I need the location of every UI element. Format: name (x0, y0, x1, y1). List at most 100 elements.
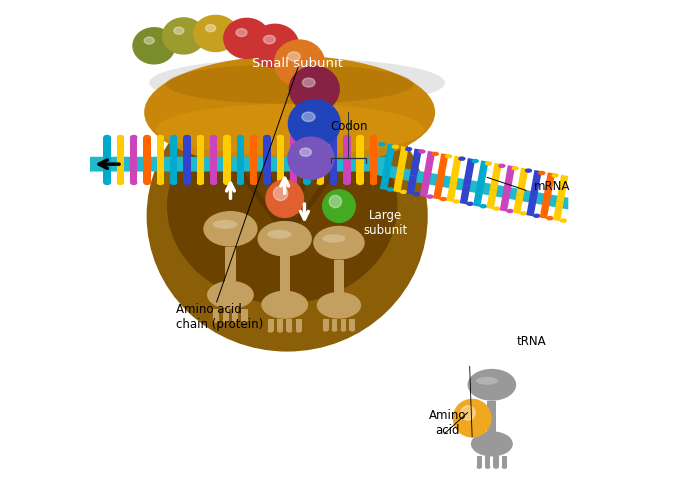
Ellipse shape (357, 135, 364, 139)
Bar (500, 192, 510, 212)
Ellipse shape (166, 64, 413, 104)
Bar (130, 137, 137, 164)
Ellipse shape (197, 135, 204, 139)
Bar (450, 156, 462, 184)
Bar (485, 456, 491, 467)
Bar (183, 164, 190, 183)
Ellipse shape (538, 171, 546, 175)
Bar (170, 164, 178, 183)
Ellipse shape (147, 80, 428, 352)
Bar (290, 137, 297, 164)
Bar (183, 137, 190, 164)
Ellipse shape (223, 18, 271, 59)
Ellipse shape (237, 181, 244, 185)
Bar (343, 137, 351, 164)
Bar (543, 173, 555, 200)
Ellipse shape (144, 37, 154, 44)
Bar (304, 137, 311, 164)
Bar (250, 137, 257, 164)
Ellipse shape (287, 99, 341, 148)
Ellipse shape (316, 181, 324, 185)
Bar (396, 146, 409, 174)
Bar (334, 259, 344, 297)
Bar (530, 170, 542, 198)
Ellipse shape (400, 189, 407, 194)
Ellipse shape (369, 135, 377, 139)
Ellipse shape (405, 147, 413, 151)
Ellipse shape (236, 29, 247, 37)
Ellipse shape (332, 328, 337, 332)
Bar (343, 164, 351, 183)
Ellipse shape (130, 135, 137, 139)
Ellipse shape (427, 194, 434, 199)
Bar (420, 178, 431, 197)
Ellipse shape (323, 328, 328, 332)
Bar (295, 319, 302, 330)
Ellipse shape (104, 135, 111, 139)
Ellipse shape (330, 135, 337, 139)
Ellipse shape (174, 27, 184, 34)
Ellipse shape (250, 135, 257, 139)
Ellipse shape (369, 181, 377, 185)
Ellipse shape (520, 211, 527, 216)
Ellipse shape (144, 56, 435, 169)
Ellipse shape (143, 181, 151, 185)
Ellipse shape (263, 181, 271, 185)
Bar (516, 168, 528, 195)
Bar (406, 175, 417, 195)
Bar (349, 318, 355, 330)
Bar (433, 180, 444, 200)
Ellipse shape (223, 318, 229, 323)
Ellipse shape (501, 465, 507, 469)
Ellipse shape (439, 197, 447, 201)
Bar (380, 171, 390, 190)
Bar (117, 137, 124, 164)
Ellipse shape (316, 135, 324, 139)
Bar (323, 318, 328, 330)
Bar (476, 160, 489, 188)
Ellipse shape (170, 181, 178, 185)
Bar (369, 164, 377, 183)
Ellipse shape (498, 164, 505, 168)
Ellipse shape (183, 181, 190, 185)
Bar (157, 164, 164, 183)
Ellipse shape (476, 465, 482, 469)
Bar (279, 256, 290, 296)
Ellipse shape (511, 166, 519, 171)
Bar (232, 309, 238, 320)
Polygon shape (376, 163, 568, 209)
Ellipse shape (349, 328, 355, 332)
Ellipse shape (343, 135, 351, 139)
Ellipse shape (117, 181, 124, 185)
Ellipse shape (302, 112, 315, 122)
Ellipse shape (343, 181, 351, 185)
Ellipse shape (357, 181, 364, 185)
Ellipse shape (206, 25, 215, 32)
Ellipse shape (155, 104, 423, 155)
Bar (210, 137, 217, 164)
Ellipse shape (418, 149, 425, 154)
Bar (237, 164, 244, 183)
Bar (341, 318, 347, 330)
Bar (223, 309, 229, 320)
Ellipse shape (261, 291, 308, 319)
Ellipse shape (322, 234, 345, 243)
Ellipse shape (493, 206, 500, 211)
Bar (487, 189, 497, 209)
Bar (330, 137, 337, 164)
Ellipse shape (413, 192, 421, 196)
Bar (250, 164, 257, 183)
Ellipse shape (277, 181, 284, 185)
Ellipse shape (386, 187, 394, 191)
Ellipse shape (525, 169, 532, 173)
Ellipse shape (466, 201, 474, 206)
Bar (117, 164, 124, 183)
Bar (277, 164, 284, 183)
Ellipse shape (287, 52, 300, 61)
Ellipse shape (485, 465, 491, 469)
Bar (357, 164, 364, 183)
Ellipse shape (223, 181, 231, 185)
Bar (263, 164, 271, 183)
Ellipse shape (551, 173, 559, 178)
Ellipse shape (210, 135, 217, 139)
